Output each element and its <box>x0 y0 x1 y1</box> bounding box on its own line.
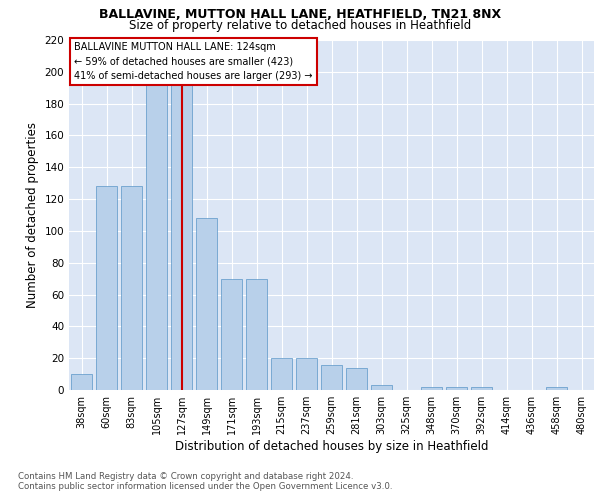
Bar <box>221 278 242 390</box>
Text: Size of property relative to detached houses in Heathfield: Size of property relative to detached ho… <box>129 19 471 32</box>
Y-axis label: Number of detached properties: Number of detached properties <box>26 122 39 308</box>
Bar <box>71 374 92 390</box>
Bar <box>546 387 567 390</box>
Bar <box>346 368 367 390</box>
Bar <box>196 218 217 390</box>
Bar <box>121 186 142 390</box>
Text: BALLAVINE MUTTON HALL LANE: 124sqm
← 59% of detached houses are smaller (423)
41: BALLAVINE MUTTON HALL LANE: 124sqm ← 59%… <box>74 42 313 82</box>
Text: BALLAVINE, MUTTON HALL LANE, HEATHFIELD, TN21 8NX: BALLAVINE, MUTTON HALL LANE, HEATHFIELD,… <box>99 8 501 21</box>
Bar <box>171 72 192 390</box>
Bar <box>471 387 492 390</box>
Bar <box>321 364 342 390</box>
Bar <box>296 358 317 390</box>
X-axis label: Distribution of detached houses by size in Heathfield: Distribution of detached houses by size … <box>175 440 488 453</box>
Bar <box>421 387 442 390</box>
Text: Contains public sector information licensed under the Open Government Licence v3: Contains public sector information licen… <box>18 482 392 491</box>
Bar <box>96 186 117 390</box>
Bar <box>446 387 467 390</box>
Bar <box>371 385 392 390</box>
Bar <box>246 278 267 390</box>
Bar <box>271 358 292 390</box>
Text: Contains HM Land Registry data © Crown copyright and database right 2024.: Contains HM Land Registry data © Crown c… <box>18 472 353 481</box>
Bar <box>146 72 167 390</box>
